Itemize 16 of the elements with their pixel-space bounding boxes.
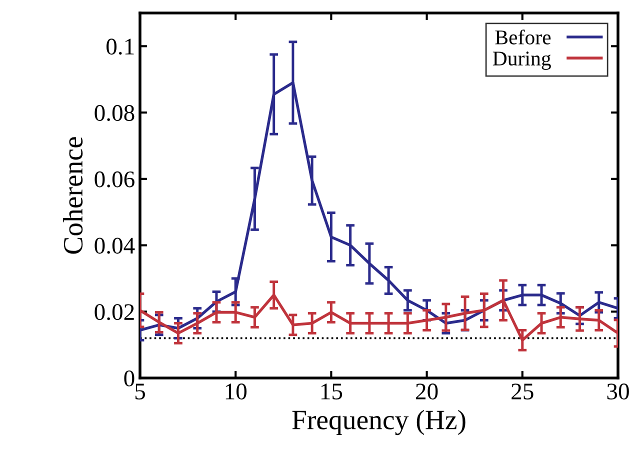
y-tick-label: 0	[124, 370, 134, 386]
y-tick-label: 0.1	[106, 38, 134, 55]
x-tick-label: 5	[135, 384, 145, 400]
y-tick-label: 0.08	[94, 105, 134, 122]
y-axis-title: Coherence	[63, 137, 83, 254]
x-tick-label: 30	[607, 384, 629, 400]
x-tick-label: 15	[321, 384, 342, 400]
legend-label: Before	[495, 30, 551, 44]
x-tick-label: 20	[416, 384, 438, 400]
y-tick-label: 0.02	[94, 304, 134, 320]
y-tick-label: 0.04	[94, 238, 135, 254]
x-tick-label: 10	[226, 384, 247, 400]
legend-label: During	[492, 52, 551, 70]
y-tick-label: 0.06	[94, 171, 134, 188]
x-axis-title: Frequency (Hz)	[292, 410, 466, 436]
x-tick-label: 25	[512, 384, 534, 400]
